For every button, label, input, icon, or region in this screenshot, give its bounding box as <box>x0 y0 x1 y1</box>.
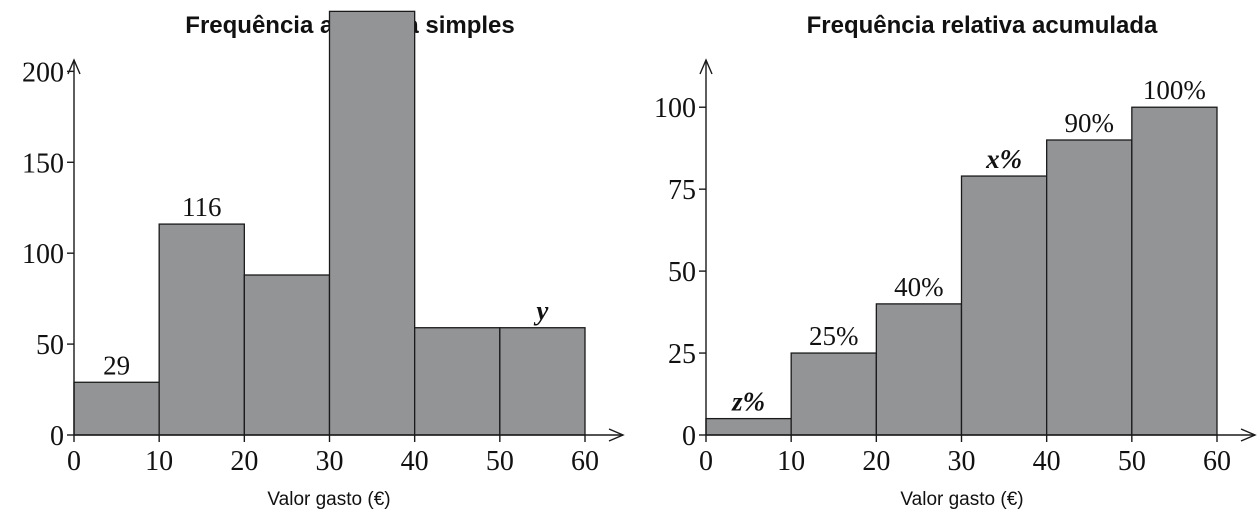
y-tick-label: 0 <box>50 421 64 452</box>
x-axis-arrowhead <box>1240 428 1257 442</box>
x-tick-label: 30 <box>948 446 976 477</box>
bar <box>875 303 963 436</box>
y-tick-label: 200 <box>22 57 64 88</box>
x-tick-label: 10 <box>145 446 173 477</box>
cumulative-relative-frequency-chart: Frequência relativa acumulada Valor gast… <box>654 12 1257 510</box>
y-tick-label: 0 <box>682 421 696 452</box>
bar-value-label: 40% <box>894 272 944 302</box>
bar-value-label: x% <box>985 144 1022 174</box>
x-axis-label: Valor gasto (€) <box>900 489 1023 510</box>
bar <box>158 223 245 436</box>
x-tick-label: 50 <box>486 446 514 477</box>
y-tick-label: 25 <box>668 339 696 370</box>
bar-value-label: y <box>533 296 549 326</box>
bar-value-label: 90% <box>1065 108 1115 138</box>
bar <box>1046 139 1133 436</box>
absolute-frequency-chart: Frequência absoluta simples Valor gasto … <box>22 10 625 510</box>
bar-value-label: 29 <box>103 350 130 380</box>
x-tick-label: 50 <box>1118 446 1146 477</box>
x-tick-label: 60 <box>571 446 599 477</box>
x-tick-label: 60 <box>1203 446 1231 477</box>
bar-value-label: 116 <box>182 192 222 222</box>
bar-value-label: z% <box>731 387 765 417</box>
bar <box>243 274 331 436</box>
y-tick-label: 100 <box>654 93 696 124</box>
x-tick-label: 20 <box>230 446 258 477</box>
x-tick-label: 0 <box>699 446 713 477</box>
bar <box>1131 106 1218 436</box>
x-tick-label: 30 <box>316 446 344 477</box>
x-tick-label: 10 <box>777 446 805 477</box>
bar-value-label: 100% <box>1143 75 1206 105</box>
x-tick-label: 40 <box>1033 446 1061 477</box>
bar <box>960 175 1048 436</box>
bar <box>499 327 586 436</box>
x-axis-arrowhead <box>608 428 625 442</box>
y-tick-label: 50 <box>36 330 64 361</box>
bar <box>790 352 877 436</box>
bar <box>705 417 792 436</box>
bar <box>73 381 160 436</box>
y-tick-label: 100 <box>22 239 64 270</box>
bar-value-label: 25% <box>809 321 859 351</box>
y-tick-label: 50 <box>668 257 696 288</box>
y-tick-label: 75 <box>668 175 696 206</box>
x-axis-label: Valor gasto (€) <box>267 489 390 510</box>
x-tick-label: 0 <box>67 446 81 477</box>
x-tick-label: 20 <box>862 446 890 477</box>
bar <box>328 10 416 436</box>
chart-title: Frequência relativa acumulada <box>807 12 1158 39</box>
y-tick-label: 150 <box>22 148 64 179</box>
y-axis-arrowhead <box>67 58 81 75</box>
y-axis-arrowhead <box>699 58 713 75</box>
x-tick-label: 40 <box>401 446 429 477</box>
bar <box>414 327 501 436</box>
